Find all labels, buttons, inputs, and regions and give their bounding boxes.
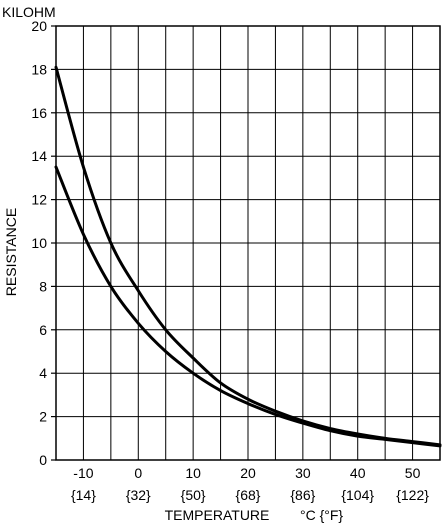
series-lines [54,65,442,448]
x-unit-label: °C {°F} [300,507,343,523]
y-tick-label: 16 [31,105,47,121]
x-tick-label-fahrenheit: {50} [181,487,206,503]
x-tick-label-fahrenheit: {122} [396,487,429,503]
x-tick-label-celsius: -10 [73,465,93,481]
x-tick-label-celsius: 50 [405,465,421,481]
y-tick-label: 20 [31,18,47,34]
x-tick-label-fahrenheit: {86} [290,487,315,503]
y-tick-label: 18 [31,61,47,77]
y-tick-label: 8 [39,278,47,294]
x-tick-label-celsius: 20 [240,465,256,481]
y-tick-label: 10 [31,235,47,251]
y-tick-label: 14 [31,148,47,164]
x-axis-label: TEMPERATURE [165,507,270,523]
x-tick-label-celsius: 0 [134,465,142,481]
y-tick-labels: 0 2 4 6 8 10 12 14 16 18 20 [31,18,56,468]
series-line-2 [54,165,442,448]
x-tick-label-fahrenheit: {104} [341,487,374,503]
y-tick-label: 2 [39,409,47,425]
y-tick-label: 4 [39,365,47,381]
x-tick-label-fahrenheit: {14} [71,487,96,503]
x-tick-label-celsius: 40 [350,465,366,481]
x-tick-labels: -10 {14} 0 {32} 10 {50} 20 {68} 30 {86} 40 {104} 50 {… [71,465,429,503]
x-tick-label-fahrenheit: {68} [236,487,261,503]
y-tick-label: 0 [39,452,47,468]
y-unit-label: KILOHM [2,4,56,20]
grid-lines [56,26,440,460]
x-tick-label-fahrenheit: {32} [126,487,151,503]
y-tick-label: 12 [31,192,47,208]
y-axis-label: RESISTANCE [3,208,19,296]
y-tick-label: 6 [39,322,47,338]
x-tick-label-celsius: 10 [185,465,201,481]
x-tick-label-celsius: 30 [295,465,311,481]
